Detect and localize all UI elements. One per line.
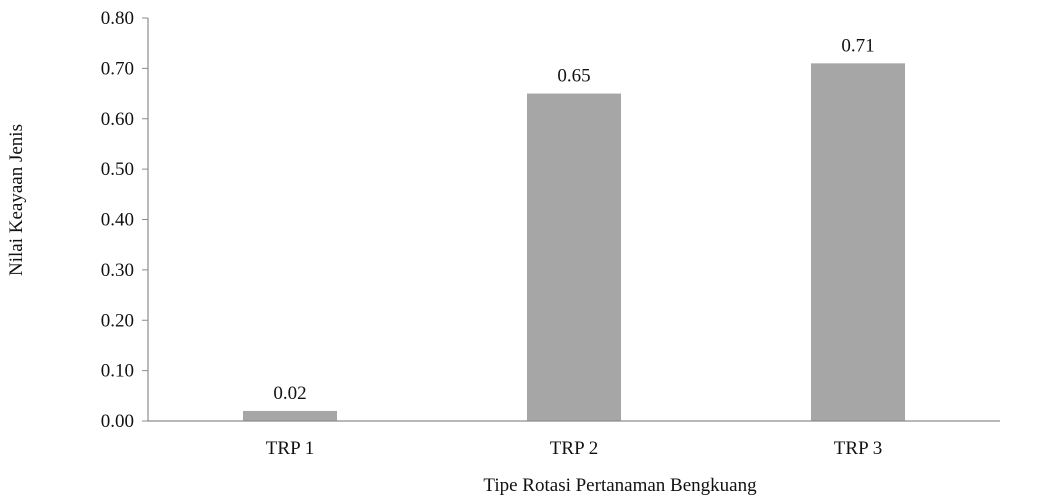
x-axis-title: Tipe Rotasi Pertanaman Bengkuang (483, 475, 757, 496)
x-axis-category-labels: TRP 1 TRP 2 TRP 3 (266, 438, 882, 459)
y-tick-label: 0.80 (101, 8, 134, 29)
bar-value-label: 0.65 (557, 66, 590, 87)
x-category-label: TRP 2 (550, 438, 598, 459)
data-labels: 0.02 0.65 0.71 (273, 35, 874, 404)
y-axis-ticks: 0.00 0.10 0.20 0.30 0.40 0.50 0.60 0.70 0.80 (101, 8, 148, 432)
x-category-label: TRP 1 (266, 438, 314, 459)
y-tick-label: 0.00 (101, 411, 134, 432)
bar (243, 410, 337, 421)
bar (811, 63, 905, 422)
y-tick-label: 0.30 (101, 260, 134, 281)
y-tick-label: 0.50 (101, 159, 134, 180)
bar-value-label: 0.02 (273, 383, 306, 404)
y-tick-label: 0.10 (101, 361, 134, 382)
bar-value-label: 0.71 (841, 35, 874, 56)
y-tick-label: 0.20 (101, 310, 134, 331)
x-category-label: TRP 3 (834, 438, 882, 459)
y-tick-label: 0.60 (101, 109, 134, 130)
bar (527, 93, 621, 421)
bars (243, 63, 905, 422)
y-axis-title: Nilai Keayaan Jenis (6, 124, 27, 276)
y-tick-label: 0.70 (101, 58, 134, 79)
y-tick-label: 0.40 (101, 210, 134, 231)
